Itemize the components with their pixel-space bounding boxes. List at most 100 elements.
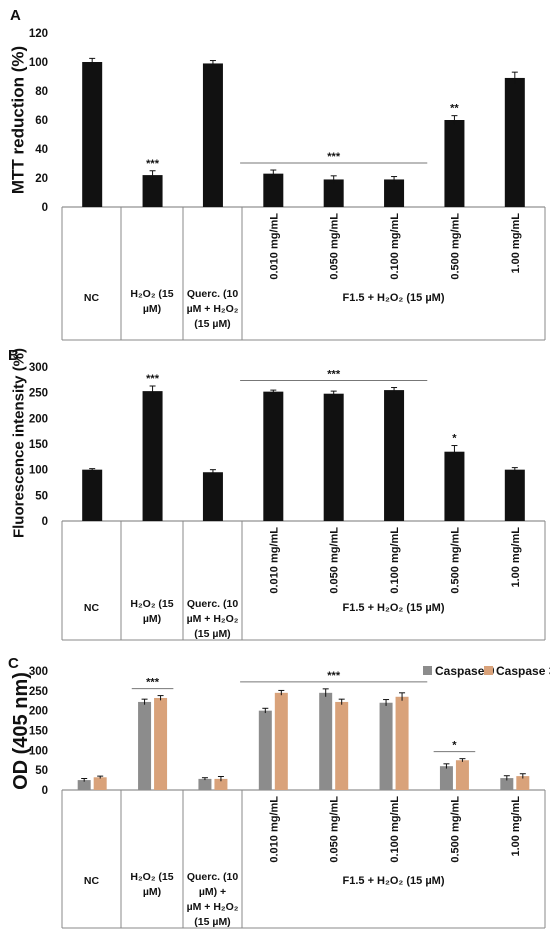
- group-label: NC: [84, 602, 100, 614]
- group-label: µM): [143, 613, 161, 625]
- group-label: µM) +: [199, 886, 226, 898]
- y-tick-label: 250: [29, 686, 48, 698]
- y-tick-label: 150: [29, 726, 48, 738]
- y-tick-label: 100: [29, 745, 48, 757]
- y-axis-title: Fluorescence intensity (%): [11, 348, 28, 538]
- bar: [444, 120, 465, 207]
- bar: [258, 710, 272, 790]
- bar: [202, 472, 223, 521]
- y-axis-title: MTT reduction (%): [9, 46, 28, 194]
- group-label: Querc. (10: [187, 288, 239, 300]
- bar: [504, 469, 525, 521]
- bar: [395, 696, 409, 790]
- significance-marker: ***: [146, 158, 160, 170]
- panel-label: A: [10, 7, 21, 24]
- y-tick-label: 20: [35, 173, 48, 185]
- bar: [93, 777, 107, 790]
- y-tick-label: 100: [29, 465, 48, 477]
- bar: [384, 179, 405, 207]
- x-tick-label: 0.010 mg/mL: [268, 796, 280, 863]
- group-label: NC: [84, 292, 100, 304]
- bar: [323, 179, 344, 207]
- legend-entry: Caspase 3: [496, 664, 550, 678]
- group-label: µM): [143, 886, 161, 898]
- legend-entry: Caspase 9: [435, 664, 495, 678]
- bar: [263, 391, 284, 521]
- legend-swatch: [484, 666, 493, 675]
- bar: [154, 697, 168, 790]
- bar: [142, 175, 163, 207]
- y-tick-label: 200: [29, 706, 48, 718]
- bar: [500, 778, 514, 790]
- x-tick-label: 0.010 mg/mL: [268, 213, 280, 280]
- group-label: NC: [84, 875, 100, 887]
- y-tick-label: 0: [42, 202, 48, 214]
- bar: [516, 776, 530, 790]
- x-tick-label: 0.050 mg/mL: [329, 213, 341, 280]
- bar: [384, 390, 405, 521]
- group-label: F1.5 + H₂O₂ (15 µM): [343, 602, 445, 614]
- group-label: (15 µM): [194, 628, 230, 640]
- panel-label: C: [8, 655, 19, 672]
- bar: [439, 766, 453, 790]
- group-label: Querc. (10: [187, 871, 239, 883]
- y-axis-title: OD (405 nm): [10, 672, 32, 790]
- y-tick-label: 100: [29, 57, 48, 69]
- group-label: (15 µM): [194, 318, 230, 330]
- bar: [335, 701, 349, 790]
- x-tick-label: 0.100 mg/mL: [389, 213, 401, 280]
- significance-marker: *: [452, 740, 457, 752]
- bar: [198, 778, 212, 790]
- x-tick-label: 1.00 mg/mL: [510, 796, 522, 857]
- x-tick-label: 1.00 mg/mL: [510, 213, 522, 274]
- bar: [323, 393, 344, 521]
- bar: [444, 451, 465, 521]
- bar: [274, 692, 288, 790]
- group-label: F1.5 + H₂O₂ (15 µM): [343, 292, 445, 304]
- bar: [263, 173, 284, 207]
- y-tick-label: 40: [35, 144, 48, 156]
- x-tick-label: 0.010 mg/mL: [268, 527, 280, 594]
- x-tick-label: 0.050 mg/mL: [329, 527, 341, 594]
- significance-marker: *: [452, 433, 457, 445]
- significance-marker: ***: [327, 670, 341, 682]
- legend-swatch: [423, 666, 432, 675]
- x-tick-label: 0.500 mg/mL: [449, 527, 461, 594]
- y-tick-label: 300: [29, 666, 48, 678]
- bar: [379, 702, 393, 790]
- y-tick-label: 250: [29, 388, 48, 400]
- y-tick-label: 50: [35, 490, 48, 502]
- panel-label: B: [8, 347, 19, 364]
- bar: [138, 701, 152, 790]
- group-label: Querc. (10: [187, 598, 239, 610]
- bar: [202, 63, 223, 208]
- significance-marker: ***: [327, 151, 341, 163]
- group-label: F1.5 + H₂O₂ (15 µM): [343, 875, 445, 887]
- significance-marker: ***: [146, 373, 160, 385]
- bar: [319, 692, 333, 790]
- group-label: µM + H₂O₂: [187, 303, 239, 315]
- y-tick-label: 50: [35, 765, 48, 777]
- y-tick-label: 300: [29, 362, 48, 374]
- bar: [455, 760, 469, 790]
- x-tick-label: 0.500 mg/mL: [449, 796, 461, 863]
- significance-marker: ***: [327, 369, 341, 381]
- x-tick-label: 0.500 mg/mL: [449, 213, 461, 280]
- bar: [82, 469, 103, 521]
- group-label: H₂O₂ (15: [130, 598, 173, 610]
- significance-marker: **: [450, 103, 459, 115]
- y-tick-label: 80: [35, 86, 48, 98]
- y-tick-label: 150: [29, 439, 48, 451]
- bar: [142, 391, 163, 521]
- group-label: H₂O₂ (15: [130, 871, 173, 883]
- significance-marker: ***: [146, 677, 160, 689]
- group-label: µM + H₂O₂: [187, 613, 239, 625]
- bar: [504, 77, 525, 207]
- bar: [77, 780, 91, 790]
- group-label: H₂O₂ (15: [130, 288, 173, 300]
- y-tick-label: 0: [42, 516, 48, 528]
- x-tick-label: 0.050 mg/mL: [329, 796, 341, 863]
- group-label: µM + H₂O₂: [187, 901, 239, 913]
- y-tick-label: 200: [29, 413, 48, 425]
